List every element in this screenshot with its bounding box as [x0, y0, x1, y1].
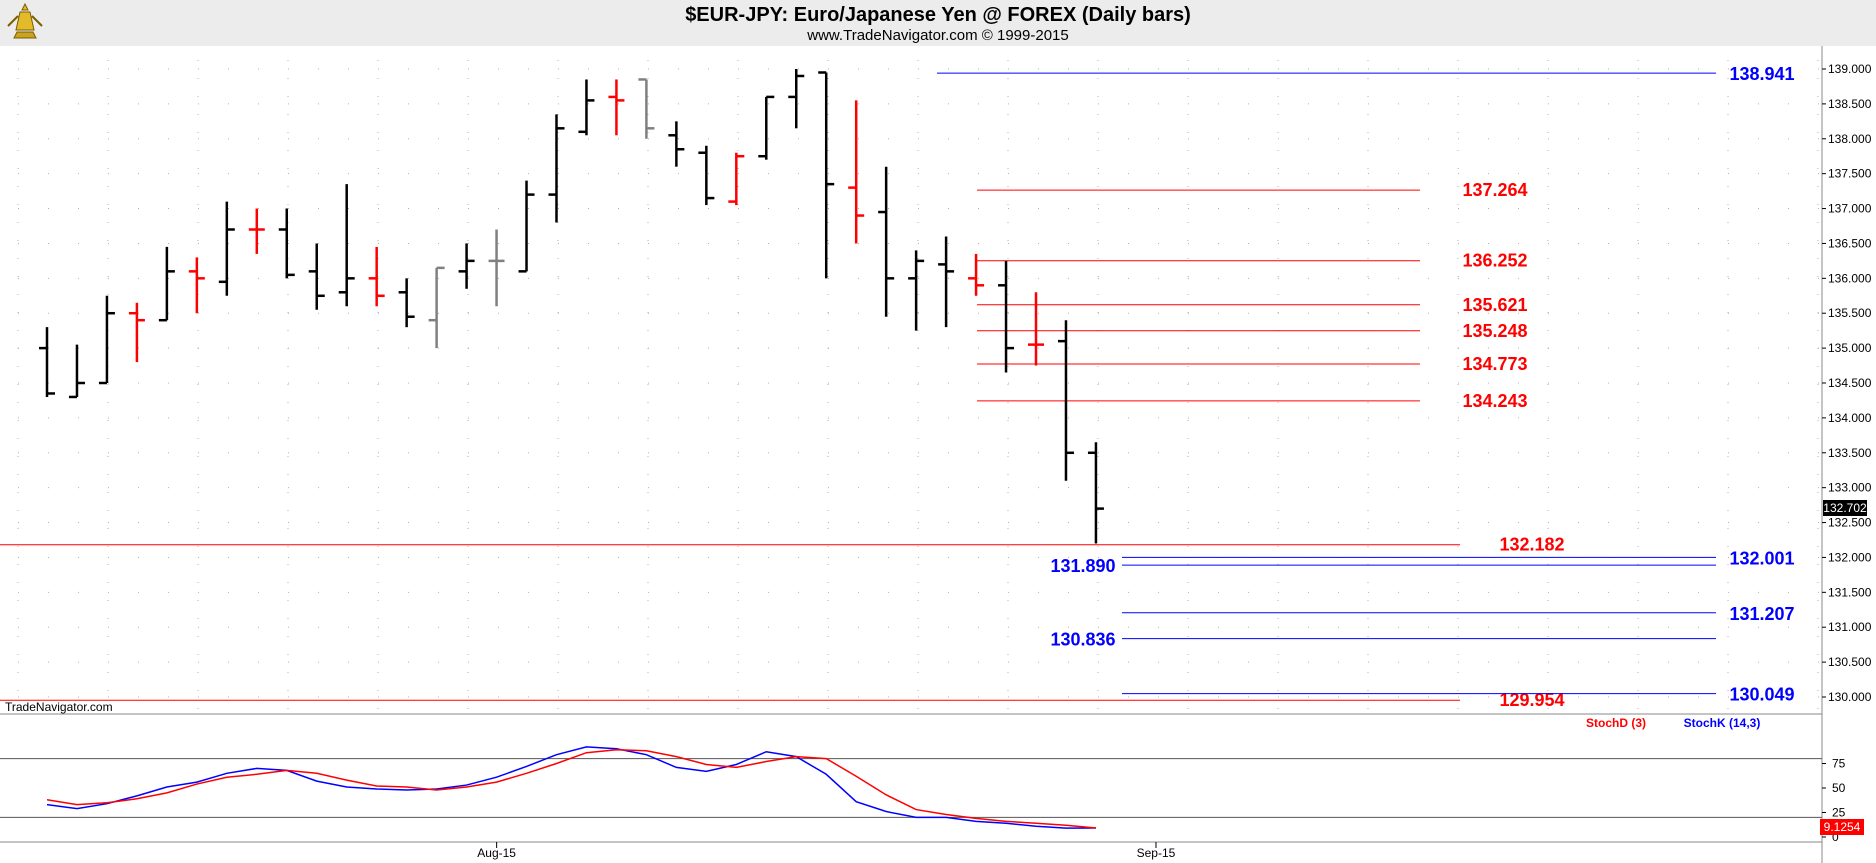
ohlc-bar [1028, 292, 1045, 366]
price-bars [39, 69, 1104, 544]
price-tick-label: 131.000 [1828, 620, 1872, 634]
ohlc-bar [638, 78, 655, 139]
ohlc-bar [818, 71, 835, 279]
legend-stoch-k: StochK (14,3) [1684, 716, 1761, 730]
grid-dots [17, 60, 1819, 709]
red-level-label: 136.252 [1462, 251, 1527, 271]
price-tick-label: 134.000 [1828, 411, 1872, 425]
ohlc-bar [848, 100, 865, 244]
ohlc-bar [188, 257, 205, 314]
ohlc-bar [878, 166, 895, 317]
ohlc-bar [938, 236, 955, 328]
price-tick-label: 130.000 [1828, 690, 1872, 704]
ohlc-bar [39, 327, 55, 397]
ohlc-bar [548, 114, 565, 223]
red-level-label: 135.248 [1462, 321, 1527, 341]
legend-stoch-d: StochD (3) [1586, 716, 1646, 730]
ohlc-bar [128, 302, 145, 363]
stochastic-pane: 75 50 25 0 [0, 746, 1846, 844]
price-tick-label: 134.500 [1828, 376, 1872, 390]
stoch-k-line [46, 746, 1096, 829]
red-level-label: 132.182 [1499, 535, 1564, 555]
price-tick-label: 137.000 [1828, 202, 1872, 216]
ohlc-bar [1057, 320, 1074, 481]
level-lines: 137.264 136.252 135.621 135.248 134.773 134.2… [0, 64, 1795, 710]
ohlc-bar [608, 79, 625, 136]
red-level-label: 135.621 [1462, 295, 1527, 315]
red-level-label: 137.264 [1462, 180, 1527, 200]
ohlc-bar [698, 145, 715, 206]
ohlc-bar [518, 180, 535, 273]
price-tick-label: 138.500 [1828, 97, 1872, 111]
price-tick-label: 133.500 [1828, 446, 1872, 460]
price-tick-label: 132.000 [1828, 550, 1872, 564]
ohlc-bar [398, 278, 415, 328]
ohlc-bar [278, 208, 295, 279]
price-tick-label: 135.000 [1828, 341, 1872, 355]
red-level-label: 134.243 [1462, 391, 1527, 411]
red-level-label: 129.954 [1499, 690, 1564, 710]
ohlc-bar [578, 79, 595, 136]
stoch-d-line [46, 749, 1097, 829]
ohlc-bar [338, 184, 355, 307]
blue-level-label: 138.941 [1729, 64, 1794, 84]
stoch-tick-label: 50 [1832, 781, 1846, 795]
ohlc-bar [1087, 442, 1104, 544]
ohlc-bar [788, 69, 805, 129]
ohlc-bar [998, 260, 1015, 373]
time-tick-label: Sep-15 [1137, 846, 1176, 860]
ohlc-bar [728, 152, 745, 206]
blue-level-label: 130.836 [1050, 630, 1115, 650]
ohlc-bar [68, 344, 85, 399]
blue-level-label: 132.001 [1729, 548, 1794, 568]
blue-level-label: 131.207 [1729, 604, 1794, 624]
price-axis: 139.000 138.500 138.000 137.500 137.000 136.5… [1822, 62, 1872, 704]
price-tick-label: 130.500 [1828, 655, 1872, 669]
price-tick-label: 131.500 [1828, 585, 1872, 599]
header-band [0, 0, 1876, 46]
ohlc-bar [158, 246, 175, 322]
chart-subtitle: www.TradeNavigator.com © 1999-2015 [806, 27, 1068, 44]
chart-title: $EUR-JPY: Euro/Japanese Yen @ FOREX (Dai… [685, 4, 1191, 26]
svg-text:9.1254: 9.1254 [1824, 820, 1861, 834]
ohlc-bar [488, 229, 505, 307]
ohlc-bar [968, 253, 985, 296]
grid [17, 60, 1819, 709]
price-tick-label: 136.000 [1828, 271, 1872, 285]
ohlc-bar [248, 208, 265, 254]
watermark: TradeNavigator.com [5, 700, 113, 714]
ohlc-bar [428, 266, 445, 349]
stoch-tick-label: 75 [1832, 757, 1846, 771]
ohlc-bar [758, 95, 775, 160]
time-tick-label: Aug-15 [477, 846, 516, 860]
stoch-tick-label: 0 [1832, 830, 1839, 844]
last-price-tag: 132.702 [1823, 500, 1867, 516]
price-tick-label: 135.500 [1828, 306, 1872, 320]
price-tick-label: 139.000 [1828, 62, 1872, 76]
ohlc-bar [668, 121, 685, 167]
gold-trophy-icon [7, 2, 43, 39]
price-tick-label: 138.000 [1828, 132, 1872, 146]
stoch-tick-label: 25 [1832, 806, 1846, 820]
svg-text:132.702: 132.702 [1823, 501, 1867, 515]
price-tick-label: 137.500 [1828, 167, 1872, 181]
price-tick-label: 133.000 [1828, 481, 1872, 495]
red-level-label: 134.773 [1462, 354, 1527, 374]
ohlc-bar [98, 295, 115, 385]
price-tick-label: 136.500 [1828, 236, 1872, 250]
time-axis: Aug-15 Sep-15 [477, 842, 1176, 860]
ohlc-bar [218, 201, 235, 296]
blue-level-label: 130.049 [1729, 685, 1794, 705]
ohlc-bar [458, 243, 475, 289]
stoch-last-tag: 9.1254 [1820, 819, 1864, 835]
price-tick-label: 132.500 [1828, 516, 1872, 530]
blue-level-label: 131.890 [1050, 556, 1115, 576]
ohlc-bar [908, 250, 925, 331]
ohlc-bar [308, 243, 325, 310]
ohlc-bar [368, 246, 385, 307]
